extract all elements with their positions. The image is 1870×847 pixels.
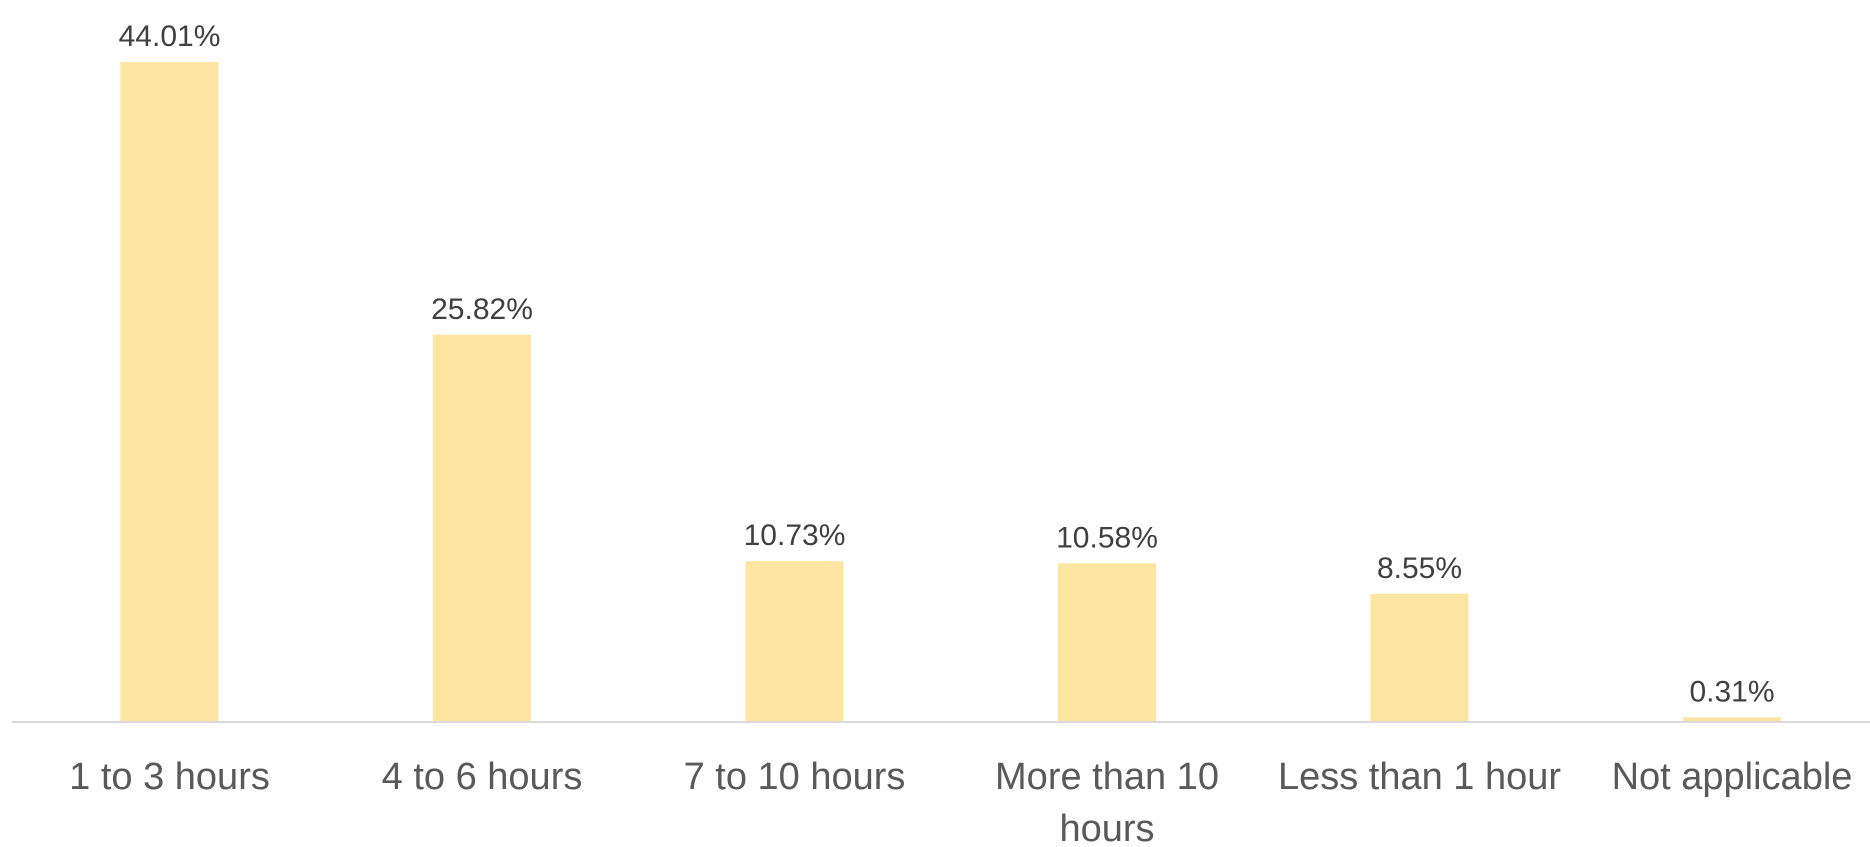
x-tick-label-1: 4 to 6 hours	[382, 756, 583, 798]
x-tick-label-0: 1 to 3 hours	[69, 756, 270, 798]
x-tick-label-4: Less than 1 hour	[1278, 756, 1561, 798]
bar-2	[745, 561, 844, 722]
data-label-1: 25.82%	[431, 293, 533, 326]
x-tick-label-3-line-1: hours	[1059, 808, 1154, 847]
bar-5	[1683, 717, 1781, 722]
data-label-3: 10.58%	[1056, 521, 1158, 554]
bar-3	[1058, 563, 1156, 722]
bar-4	[1370, 593, 1469, 722]
data-label-4: 8.55%	[1377, 552, 1462, 585]
bar-1	[433, 334, 531, 722]
data-label-0: 44.01%	[119, 20, 221, 53]
data-label-5: 0.31%	[1689, 675, 1774, 708]
x-tick-label-5: Not applicable	[1612, 756, 1853, 798]
x-axis-tick-labels: 1 to 3 hours 4 to 6 hours 7 to 10 hours Mor…	[69, 756, 1852, 847]
data-label-2: 10.73%	[744, 519, 846, 552]
x-tick-label-3-line-0: More than 10	[995, 756, 1219, 798]
bar-0	[120, 62, 219, 722]
value-labels-group: 44.01% 25.82% 10.73% 10.58% 8.55% 0.31%	[119, 20, 1775, 708]
x-tick-label-2: 7 to 10 hours	[684, 756, 906, 798]
bars-group	[120, 62, 1781, 722]
